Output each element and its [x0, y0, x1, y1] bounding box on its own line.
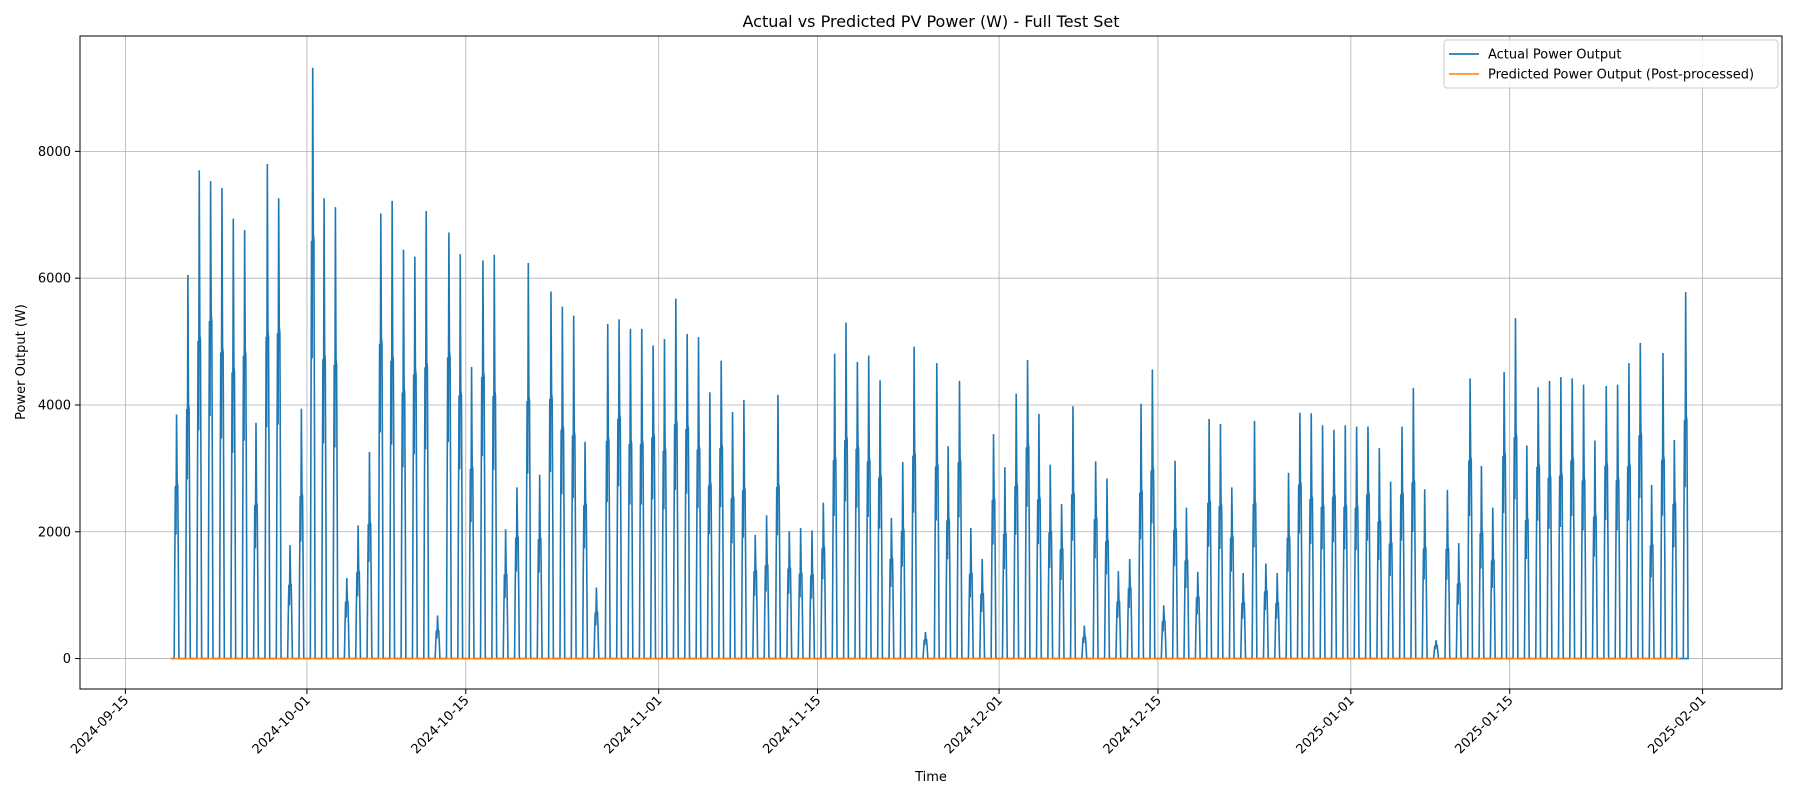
x-axis-label: Time — [914, 770, 947, 785]
x-tick-label: 2024-12-15 — [1101, 693, 1165, 757]
x-tick-label: 2024-10-15 — [409, 693, 473, 757]
chart-title: Actual vs Predicted PV Power (W) - Full … — [743, 12, 1120, 31]
y-tick-label: 6000 — [38, 272, 71, 287]
series-line-actual — [170, 67, 1689, 660]
x-tick-label: 2025-02-01 — [1645, 693, 1709, 757]
x-tick-label: 2024-11-01 — [601, 693, 665, 757]
x-tick-label: 2024-11-15 — [760, 693, 824, 757]
legend-label-actual: Actual Power Output — [1488, 48, 1621, 63]
legend: Actual Power Output Predicted Power Outp… — [1443, 39, 1779, 89]
x-tick-label: 2025-01-01 — [1294, 693, 1358, 757]
ticks: 2024-09-15 2024-10-01 2024-10-15 2024-11-01… — [38, 145, 1709, 757]
y-tick-label: 2000 — [38, 525, 71, 540]
x-tick-label: 2024-10-01 — [250, 693, 314, 757]
y-tick-label: 4000 — [38, 398, 71, 413]
legend-box — [1443, 39, 1779, 89]
y-tick-label: 0 — [63, 652, 71, 667]
plot-frame — [79, 35, 1783, 690]
series-layer — [170, 67, 1689, 660]
y-axis-label: Power Output (W) — [14, 304, 29, 420]
x-tick-label: 2025-01-15 — [1452, 693, 1516, 757]
x-tick-label: 2024-09-15 — [68, 693, 132, 757]
y-tick-label: 8000 — [38, 145, 71, 160]
x-tick-label: 2024-12-01 — [942, 693, 1006, 757]
legend-label-predicted: Predicted Power Output (Post-processed) — [1488, 68, 1754, 83]
